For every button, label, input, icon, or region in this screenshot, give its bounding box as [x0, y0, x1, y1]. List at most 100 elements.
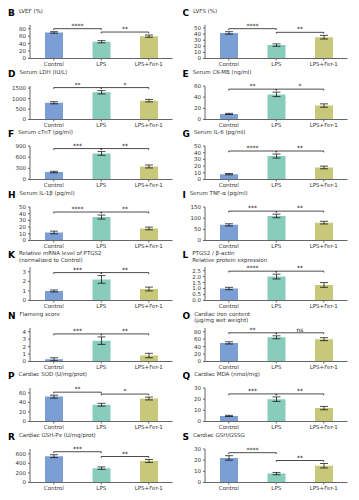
svg-text:10: 10	[194, 407, 201, 413]
svg-text:LPS+Fer-1: LPS+Fer-1	[309, 303, 337, 309]
svg-text:3: 3	[23, 336, 27, 342]
svg-text:50: 50	[194, 25, 201, 31]
svg-text:0: 0	[23, 297, 27, 303]
svg-text:50: 50	[194, 143, 201, 149]
svg-text:**: **	[249, 83, 255, 89]
svg-text:600: 600	[16, 154, 27, 160]
svg-text:0: 0	[197, 479, 201, 485]
svg-text:***: ***	[248, 387, 257, 394]
svg-text:10: 10	[194, 170, 201, 176]
svg-text:**: **	[297, 204, 303, 211]
svg-text:1.5: 1.5	[192, 280, 201, 286]
svg-text:LPS+Fer-1: LPS+Fer-1	[309, 364, 337, 370]
svg-text:LPS+Fer-1: LPS+Fer-1	[309, 182, 337, 188]
svg-text:LPS+Fer-1: LPS+Fer-1	[135, 303, 163, 309]
svg-text:LPS+Fer-1: LPS+Fer-1	[309, 243, 337, 249]
svg-text:50: 50	[19, 204, 26, 210]
svg-text:***: ***	[73, 266, 82, 273]
svg-text:LPS: LPS	[96, 122, 106, 128]
svg-text:Control: Control	[44, 364, 64, 370]
svg-text:40: 40	[19, 399, 26, 405]
svg-text:80: 80	[19, 26, 26, 32]
svg-text:LPS: LPS	[96, 61, 106, 67]
svg-text:Control: Control	[44, 243, 64, 249]
svg-text:0: 0	[197, 358, 201, 364]
svg-text:30: 30	[194, 156, 201, 162]
svg-text:LPS: LPS	[271, 182, 281, 188]
svg-text:****: ****	[72, 22, 84, 29]
svg-text:LPS: LPS	[96, 424, 106, 430]
svg-text:LPS+Fer-1: LPS+Fer-1	[135, 485, 163, 491]
svg-text:10: 10	[194, 49, 201, 55]
svg-text:20: 20	[19, 224, 26, 230]
svg-text:**: **	[249, 325, 255, 332]
svg-text:LPS+Fer-1: LPS+Fer-1	[309, 424, 337, 430]
svg-text:***: ***	[73, 446, 82, 452]
svg-text:LPS+Fer-1: LPS+Fer-1	[309, 485, 337, 491]
svg-text:LPS+Fer-1: LPS+Fer-1	[135, 182, 163, 188]
svg-text:0: 0	[197, 418, 201, 424]
svg-text:20: 20	[194, 163, 201, 169]
svg-text:300: 300	[16, 165, 27, 171]
svg-text:ns: ns	[296, 325, 303, 332]
svg-text:2: 2	[23, 343, 27, 349]
svg-text:LPS: LPS	[96, 182, 106, 188]
svg-text:****: ****	[246, 264, 258, 271]
svg-text:Control: Control	[218, 243, 238, 249]
svg-text:*: *	[298, 83, 301, 89]
svg-text:0: 0	[23, 418, 27, 424]
svg-text:LPS: LPS	[271, 364, 281, 370]
svg-text:LPS+Fer-1: LPS+Fer-1	[135, 364, 163, 370]
svg-text:Control: Control	[44, 424, 64, 430]
svg-text:Control: Control	[44, 61, 64, 67]
svg-text:Control: Control	[218, 303, 238, 309]
svg-text:LPS: LPS	[271, 61, 281, 67]
svg-text:**: **	[75, 385, 81, 392]
svg-text:30: 30	[19, 217, 26, 223]
svg-text:Control: Control	[218, 122, 238, 128]
svg-text:1000: 1000	[12, 95, 26, 101]
svg-text:100: 100	[190, 215, 201, 221]
svg-text:20: 20	[19, 48, 26, 54]
svg-text:10: 10	[19, 230, 26, 236]
svg-text:LPS: LPS	[271, 424, 281, 430]
svg-text:LPS+Fer-1: LPS+Fer-1	[135, 243, 163, 249]
svg-text:**: **	[75, 83, 81, 88]
svg-text:LPS: LPS	[271, 122, 281, 128]
svg-text:**: **	[122, 143, 128, 149]
svg-text:2.0: 2.0	[192, 274, 201, 280]
svg-text:900: 900	[16, 143, 27, 149]
svg-text:LPS: LPS	[271, 485, 281, 491]
svg-text:40: 40	[194, 150, 201, 156]
svg-text:40: 40	[194, 94, 201, 100]
svg-text:Control: Control	[218, 485, 238, 491]
svg-text:**: **	[122, 266, 128, 273]
svg-text:40: 40	[19, 210, 26, 216]
svg-text:1.0: 1.0	[192, 285, 201, 291]
svg-text:10: 10	[194, 468, 201, 474]
svg-text:50: 50	[194, 226, 201, 232]
svg-text:***: ***	[73, 326, 82, 333]
svg-text:1: 1	[23, 288, 27, 294]
svg-text:0: 0	[197, 176, 201, 182]
svg-text:Control: Control	[218, 182, 238, 188]
svg-text:40: 40	[194, 31, 201, 37]
svg-text:**: **	[122, 205, 128, 212]
svg-text:Control: Control	[44, 182, 64, 188]
svg-text:80: 80	[194, 328, 201, 334]
svg-text:LPS: LPS	[96, 485, 106, 491]
svg-text:60: 60	[19, 390, 26, 396]
svg-text:1500: 1500	[12, 85, 26, 91]
svg-text:Control: Control	[218, 364, 238, 370]
svg-text:**: **	[297, 453, 303, 460]
svg-text:30: 30	[194, 385, 201, 391]
svg-text:200: 200	[16, 469, 27, 475]
svg-text:0: 0	[23, 55, 27, 61]
svg-text:Control: Control	[44, 485, 64, 491]
svg-text:20: 20	[194, 351, 201, 357]
svg-text:20: 20	[194, 396, 201, 402]
svg-text:500: 500	[16, 105, 27, 111]
svg-text:4: 4	[23, 328, 27, 334]
svg-text:****: ****	[246, 22, 258, 29]
svg-text:20: 20	[19, 409, 26, 415]
